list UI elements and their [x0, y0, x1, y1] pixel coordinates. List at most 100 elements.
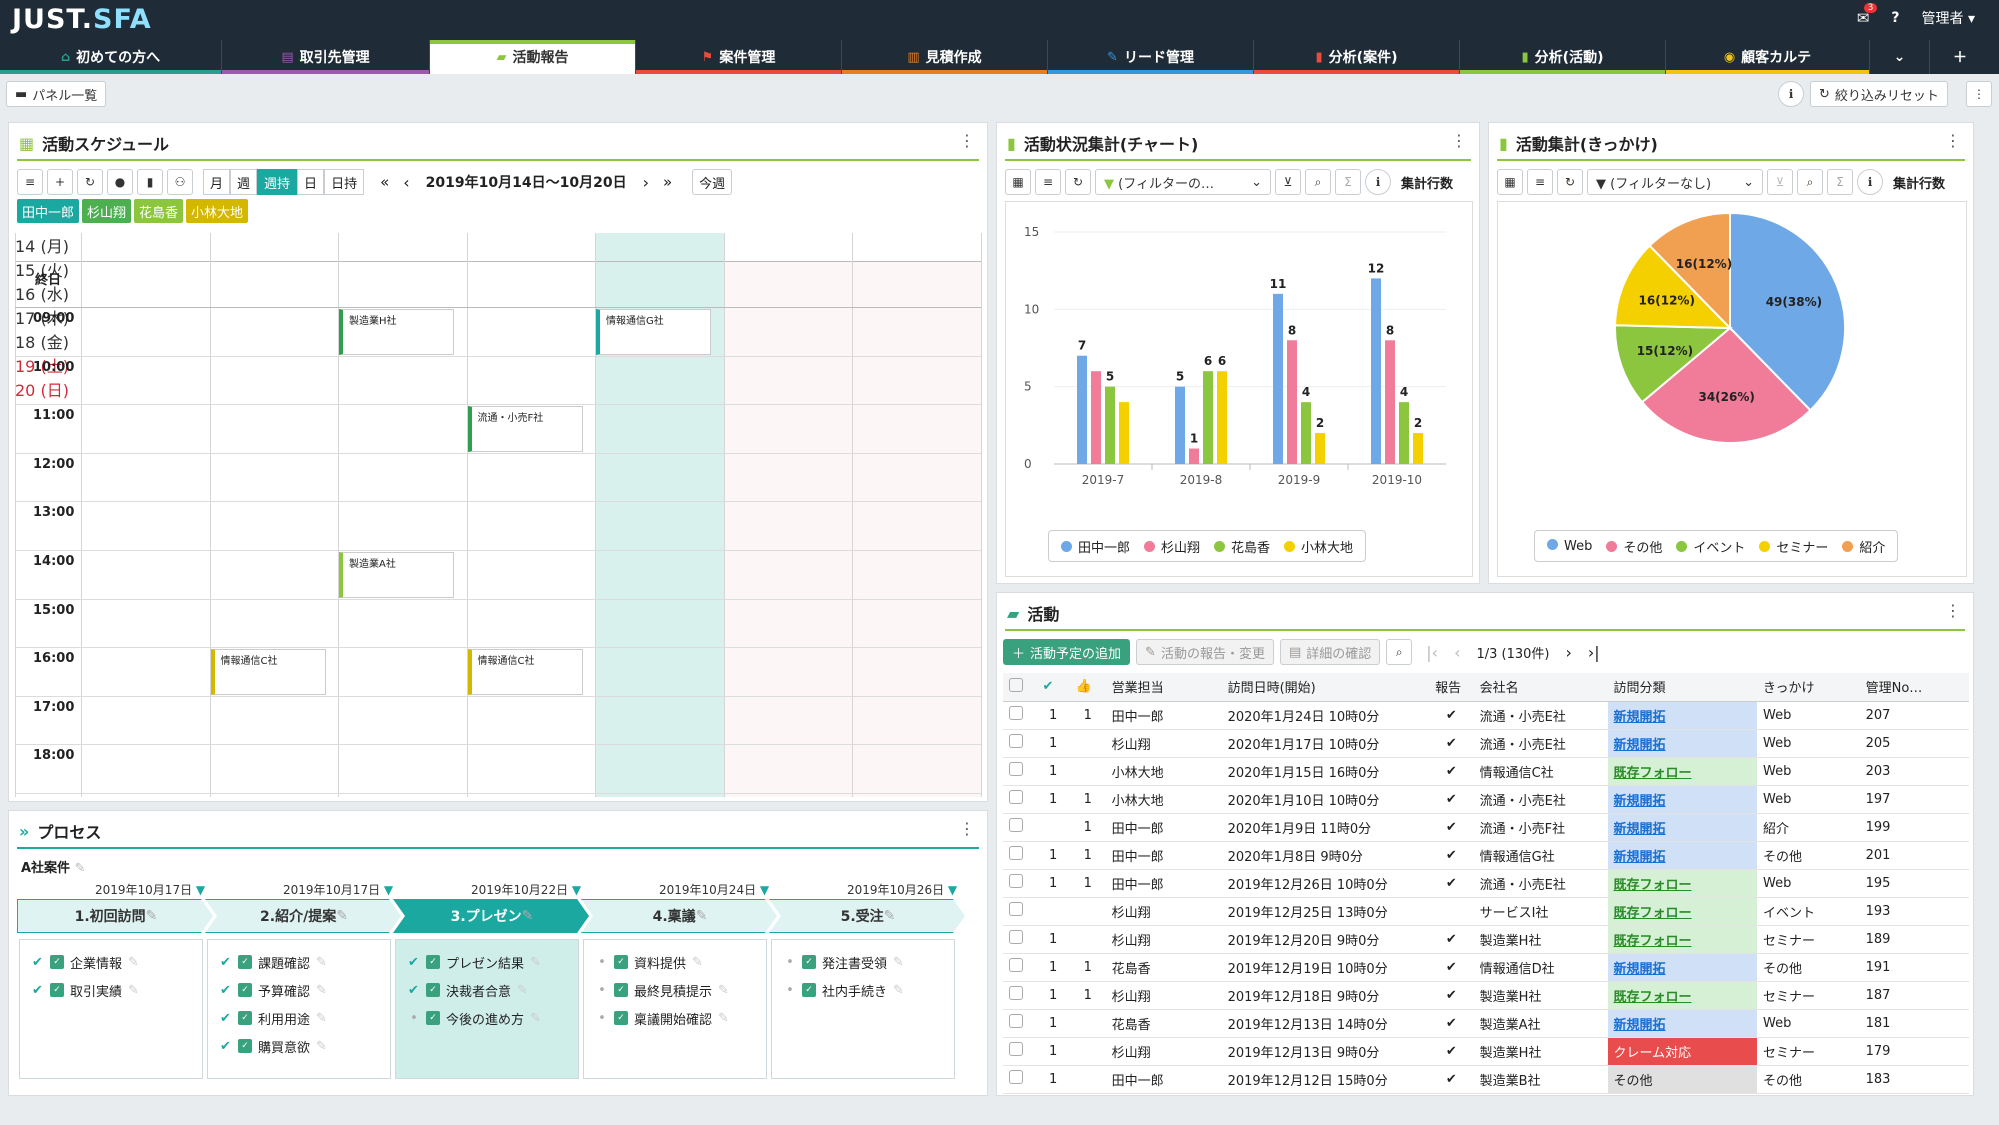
- day-header[interactable]: 17 (木): [15, 309, 69, 328]
- checklist-item[interactable]: • ✓ 稟議開始確認 ✎: [596, 1004, 754, 1032]
- tab-2[interactable]: ▰ 活動報告: [430, 40, 636, 74]
- edit-icon[interactable]: ✎: [718, 1010, 729, 1026]
- edit-icon[interactable]: ✎: [128, 982, 139, 998]
- filter-select[interactable]: ▼ (フィルターなし) ⌄: [1587, 169, 1763, 195]
- select-all-checkbox[interactable]: [1009, 677, 1023, 692]
- column-header[interactable]: 管理No…: [1859, 673, 1969, 702]
- table-row[interactable]: 1 杉山翔 2019年12月13日 9時0分 ✔ 製造業H社 クレーム対応 セミナー 179: [1003, 1037, 1969, 1066]
- detail-button[interactable]: ▤ 詳細の確認: [1279, 639, 1381, 665]
- tab-0[interactable]: ⌂ 初めての方へ: [0, 40, 222, 74]
- visit-category[interactable]: 新規開拓: [1607, 813, 1757, 842]
- add-icon[interactable]: +: [47, 169, 73, 195]
- this-week-button[interactable]: 今週: [692, 169, 733, 195]
- checklist-item[interactable]: • ✓ 今後の進め方 ✎: [408, 1004, 566, 1032]
- legend-item[interactable]: その他: [1606, 537, 1662, 556]
- list-icon[interactable]: ≡: [1035, 169, 1061, 195]
- row-checkbox[interactable]: [1009, 1014, 1023, 1028]
- edit-icon[interactable]: ✎: [718, 982, 729, 998]
- schedule-menu-icon[interactable]: ⋮: [959, 131, 975, 150]
- legend-item[interactable]: イベント: [1676, 537, 1745, 556]
- visit-category[interactable]: 既存フォロー: [1607, 869, 1757, 898]
- add-activity-button[interactable]: ＋活動予定の追加: [1003, 639, 1131, 665]
- checklist-item[interactable]: ✔ ✓ 予算確認 ✎: [220, 982, 327, 1000]
- legend-item[interactable]: セミナー: [1759, 537, 1828, 556]
- row-checkbox[interactable]: [1009, 790, 1023, 804]
- row-checkbox[interactable]: [1009, 874, 1023, 888]
- process-step[interactable]: 1.初回訪問 ✎: [17, 899, 213, 933]
- checklist-item[interactable]: ✔ ✓ 企業情報 ✎: [32, 954, 139, 972]
- info-icon[interactable]: ℹ: [1365, 169, 1391, 195]
- table-row[interactable]: 1 1 田中一郎 2020年1月8日 9時0分 ✔ 情報通信G社 新規開拓 その他 201: [1003, 841, 1969, 870]
- app-logo[interactable]: JUST.SFA: [12, 4, 152, 35]
- tab-5[interactable]: ✎ リード管理: [1048, 40, 1254, 74]
- info-icon[interactable]: ℹ: [1857, 169, 1883, 195]
- table-row[interactable]: 1 杉山翔 2020年1月17日 10時0分 ✔ 流通・小売E社 新規開拓 Web 205: [1003, 729, 1969, 758]
- checklist-item[interactable]: • ✓ 社内手続き ✎: [784, 976, 942, 1004]
- calendar-event[interactable]: 流通・小売F社: [467, 406, 583, 453]
- tab-3[interactable]: ⚑ 案件管理: [636, 40, 842, 74]
- row-checkbox[interactable]: [1009, 1042, 1023, 1056]
- edit-icon[interactable]: ✎: [316, 1010, 327, 1026]
- table-icon[interactable]: ▦: [1005, 169, 1031, 195]
- table-row[interactable]: 1 小林大地 2020年1月15日 16時0分 ✔ 情報通信C社 既存フォロー Web 203: [1003, 757, 1969, 786]
- more-menu-icon[interactable]: ⋮: [1966, 81, 1992, 107]
- list-icon[interactable]: ≡: [1527, 169, 1553, 195]
- refresh-icon[interactable]: ↻: [77, 169, 103, 195]
- person-chip[interactable]: 花島香: [134, 199, 184, 223]
- edit-icon[interactable]: ✎: [336, 908, 348, 924]
- process-menu-icon[interactable]: ⋮: [959, 819, 975, 838]
- visit-category[interactable]: 既存フォロー: [1607, 757, 1757, 786]
- sum-icon[interactable]: Σ: [1827, 169, 1853, 195]
- first-page-icon[interactable]: |‹: [1426, 642, 1439, 662]
- visit-category[interactable]: 新規開拓: [1607, 701, 1757, 730]
- checklist-item[interactable]: ✔ ✓ 取引実績 ✎: [32, 982, 139, 1000]
- visit-category[interactable]: 既存フォロー: [1607, 897, 1757, 926]
- column-header[interactable]: 会社名: [1473, 673, 1608, 702]
- edit-icon[interactable]: ✎: [316, 954, 327, 970]
- search-icon[interactable]: ⌕: [1386, 639, 1413, 665]
- reset-filter-button[interactable]: ↻ 絞り込みリセット: [1810, 81, 1948, 107]
- sum-icon[interactable]: Σ: [1335, 169, 1361, 195]
- process-step[interactable]: 3.プレゼン ✎: [393, 899, 589, 933]
- column-header[interactable]: 報告: [1429, 673, 1474, 702]
- checklist-item[interactable]: ✔ ✓ 利用用途 ✎: [220, 1010, 327, 1028]
- table-row[interactable]: 1 1 小林大地 2020年1月10日 10時0分 ✔ 流通・小売E社 新規開拓 Web 197: [1003, 785, 1969, 814]
- last-page-icon[interactable]: ›|: [1587, 642, 1600, 662]
- edit-icon[interactable]: ✎: [316, 1038, 327, 1054]
- visit-category[interactable]: 新規開拓: [1607, 785, 1757, 814]
- group-icon[interactable]: ⚇: [167, 169, 193, 195]
- row-checkbox[interactable]: [1009, 1070, 1023, 1084]
- column-header[interactable]: 訪問分類: [1607, 673, 1757, 702]
- last-page-icon[interactable]: »: [662, 173, 673, 191]
- row-checkbox[interactable]: [1009, 986, 1023, 1000]
- checklist-item[interactable]: • ✓ 資料提供 ✎: [596, 948, 754, 976]
- refresh-icon[interactable]: ↻: [1557, 169, 1583, 195]
- panel-list-button[interactable]: ▬ パネル一覧: [6, 81, 107, 107]
- table-icon[interactable]: ▦: [1497, 169, 1523, 195]
- filter-select[interactable]: ▼ (フィルターの… ⌄: [1095, 169, 1271, 195]
- day-header[interactable]: 16 (水): [15, 285, 69, 304]
- edit-icon[interactable]: ✎: [521, 908, 534, 924]
- edit-icon[interactable]: ✎: [316, 982, 327, 998]
- info-icon[interactable]: ℹ: [1778, 81, 1804, 107]
- next-page-icon[interactable]: ›: [1565, 642, 1572, 662]
- edit-icon[interactable]: ✎: [530, 954, 541, 970]
- column-header[interactable]: 訪問日時(開始): [1221, 673, 1430, 702]
- column-header[interactable]: きっかけ: [1756, 673, 1860, 702]
- legend-item[interactable]: 杉山翔: [1144, 537, 1200, 556]
- visit-category[interactable]: 新規開拓: [1607, 953, 1757, 982]
- view-2[interactable]: 週持: [257, 169, 298, 195]
- table-row[interactable]: 1 杉山翔 2019年12月20日 9時0分 ✔ 製造業H社 既存フォロー セミナー 189: [1003, 925, 1969, 954]
- tab-more[interactable]: ⌄: [1870, 40, 1930, 74]
- chart1-menu-icon[interactable]: ⋮: [1451, 131, 1467, 150]
- edit-icon[interactable]: ✎: [128, 954, 139, 970]
- tab-1[interactable]: ▤ 取引先管理: [222, 40, 430, 74]
- calendar-event[interactable]: 情報通信C社: [210, 649, 326, 696]
- calendar-event[interactable]: 情報通信C社: [467, 649, 583, 696]
- notification-icon[interactable]: ✉ 3: [1857, 3, 1878, 27]
- table-row[interactable]: 1 1 田中一郎 2019年12月26日 10時0分 ✔ 流通・小売E社 既存フォロー Web…: [1003, 869, 1969, 898]
- person-chip[interactable]: 田中一郎: [17, 199, 80, 223]
- process-step[interactable]: 2.紹介/提案 ✎: [205, 899, 401, 933]
- row-checkbox[interactable]: [1009, 930, 1023, 944]
- checklist-item[interactable]: • ✓ 発注書受領 ✎: [784, 948, 942, 976]
